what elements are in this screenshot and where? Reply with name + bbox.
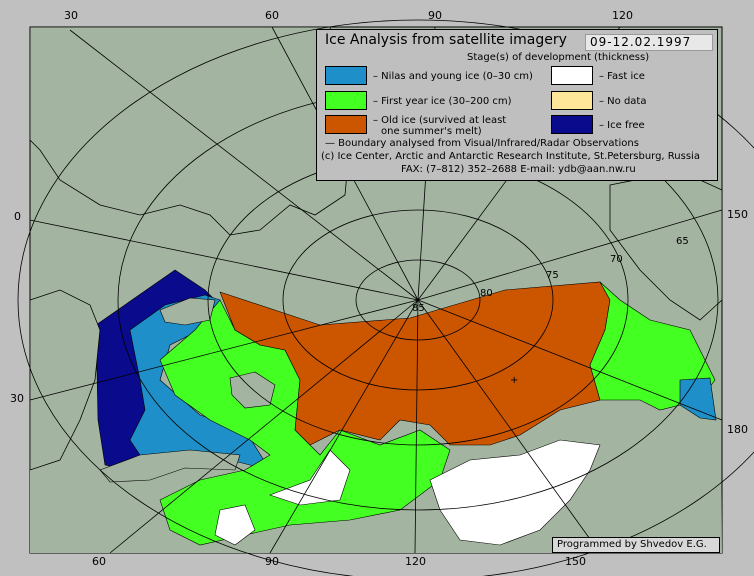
fast-ice-east (429, 439, 601, 546)
lon-label-right-2: 180 (727, 423, 748, 436)
lon-label-top-3: 90 (428, 9, 442, 22)
lon-label-bottom-1: 60 (92, 555, 106, 568)
novaya-zemlya (99, 449, 241, 483)
lon-label-bottom-4: 150 (565, 555, 586, 568)
legend-first-year-ice: – First year ice (30–200 cm) (373, 96, 512, 107)
lon-label-bottom-3: 120 (405, 555, 426, 568)
legend-no-data: – No data (599, 96, 647, 107)
lon-label-left-2: 30 (10, 392, 24, 405)
credit-text: (c) Ice Center, Arctic and Antarctic Res… (321, 151, 700, 162)
swatch-fast-ice (551, 66, 593, 85)
lon-label-right-1: 150 (727, 208, 748, 221)
swatch-old-ice (325, 115, 367, 134)
fast-ice-west (214, 504, 256, 546)
legend-old-ice: – Old ice (survived at least (373, 115, 507, 126)
lat-label-70: 70 (610, 254, 623, 265)
programmer-credit: Programmed by Shvedov E.G. (552, 537, 720, 553)
legend-old-ice-2: one summer's melt) (381, 126, 482, 137)
young-ice-east (679, 377, 717, 421)
map-title: Ice Analysis from satellite imagery (325, 32, 567, 48)
swatch-young-ice (325, 66, 367, 85)
legend-fast-ice: – Fast ice (599, 71, 645, 82)
svalbard (29, 289, 101, 471)
lon-label-bottom-2: 90 (265, 555, 279, 568)
swatch-first-year-ice (325, 91, 367, 110)
lat-label-85: 85 (412, 303, 425, 314)
lon-label-top-4: 120 (612, 9, 633, 22)
boundary-legend: — Boundary analysed from Visual/Infrared… (325, 138, 639, 149)
north-pole-marker: + (510, 375, 518, 386)
lon-label-top-2: 60 (265, 9, 279, 22)
lat-label-75: 75 (546, 270, 559, 281)
swatch-no-data (551, 91, 593, 110)
legend-ice-free: – Ice free (599, 120, 645, 131)
legend-panel: Ice Analysis from satellite imagery 09-1… (316, 29, 718, 181)
severnaya-zemlya-island (229, 371, 276, 409)
fast-ice-area (269, 449, 351, 506)
graticule (17, 19, 754, 576)
contact-text: FAX: (7–812) 352–2688 E-mail: ydb@aan.nw… (401, 164, 636, 175)
lat-label-80: 80 (480, 288, 493, 299)
legend-subtitle: Stage(s) of development (thickness) (467, 52, 650, 63)
legend-young-ice: – Nilas and young ice (0–30 cm) (373, 71, 533, 82)
swatch-ice-free (551, 115, 593, 134)
lon-label-left-1: 0 (14, 210, 21, 223)
lat-label-65: 65 (676, 236, 689, 247)
old-ice-area (219, 281, 611, 446)
date-field: 09-12.02.1997 (585, 34, 713, 51)
lon-label-top-1: 30 (64, 9, 78, 22)
